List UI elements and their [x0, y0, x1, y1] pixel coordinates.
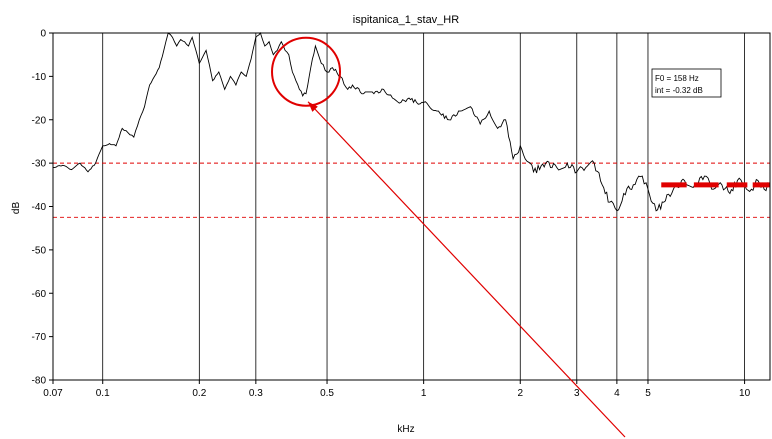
axis-ticks: 0.07 0.1 0.2 0.3 0.5 1 2 3 4 5 10 0 -10 -20 -30 -40 -50 -… [32, 29, 751, 400]
y-tick-label: -20 [32, 115, 47, 126]
y-tick-label: -40 [32, 202, 47, 213]
x-tick-label: 10 [739, 388, 751, 399]
y-tick-label: -50 [32, 245, 47, 256]
y-tick-label: -80 [32, 376, 47, 387]
x-tick-label: 0.2 [192, 388, 206, 399]
reference-lines [53, 163, 770, 217]
x-tick-label: 4 [614, 388, 620, 399]
highlight-circle [272, 38, 340, 106]
x-tick-label: 1 [421, 388, 427, 399]
y-axis-label: dB [11, 202, 22, 215]
x-tick-label: 0.3 [249, 388, 263, 399]
y-tick-label: -10 [32, 72, 47, 83]
annotation-line-f0: F0 = 158 Hz [655, 74, 699, 83]
y-tick-label: -70 [32, 332, 47, 343]
arrow-line [308, 102, 625, 437]
x-tick-label: 2 [517, 388, 523, 399]
x-tick-label: 5 [645, 388, 651, 399]
x-tick-label: 3 [574, 388, 580, 399]
x-tick-label: 0.1 [96, 388, 110, 399]
x-tick-label: 0.07 [43, 388, 63, 399]
grid-lines [103, 33, 745, 380]
x-tick-label: 0.5 [320, 388, 334, 399]
highlight-overlay [272, 38, 625, 437]
annotation-line-int: int = -0.32 dB [655, 86, 703, 95]
chart-title: ispitanica_1_stav_HR [353, 14, 459, 26]
y-tick-label: 0 [40, 29, 46, 40]
x-axis-label: kHz [397, 424, 414, 435]
annotation-box: F0 = 158 Hz int = -0.32 dB [652, 69, 721, 97]
y-tick-label: -30 [32, 159, 47, 170]
y-tick-label: -60 [32, 289, 47, 300]
